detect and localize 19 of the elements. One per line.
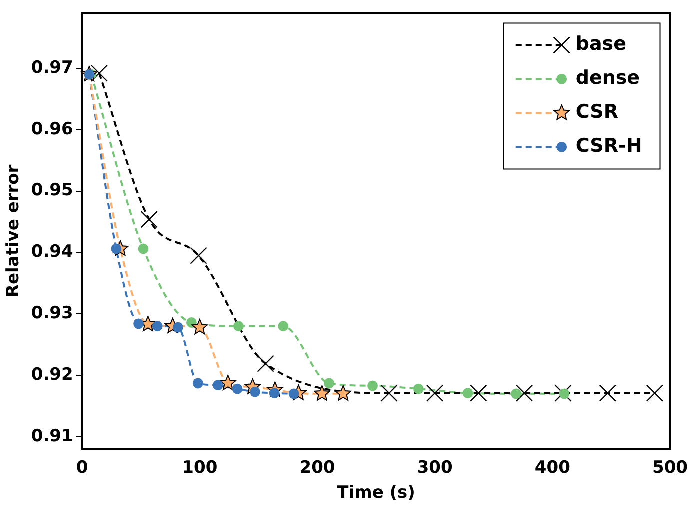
y-axis-title: Relative error (4, 164, 24, 298)
x-tick-label: 400 (534, 458, 571, 478)
x-axis-title: Time (s) (337, 483, 416, 504)
legend-label: dense (576, 67, 640, 90)
y-tick-label: 0.94 (31, 242, 74, 262)
legend-label: CSR-H (576, 135, 642, 158)
legend-label: base (576, 33, 626, 56)
legend-label: CSR (576, 101, 619, 124)
y-tick-label: 0.95 (31, 180, 74, 201)
x-tick-label: 500 (652, 458, 688, 478)
y-tick-label: 0.96 (31, 119, 74, 140)
x-tick-label: 200 (300, 458, 336, 478)
x-tick-label: 300 (417, 458, 453, 478)
y-tick-label: 0.97 (31, 58, 74, 78)
y-tick-label: 0.91 (31, 426, 74, 446)
y-tick-label: 0.92 (31, 364, 74, 385)
x-tick-label: 0 (76, 458, 88, 478)
y-tick-label: 0.93 (31, 304, 74, 324)
x-tick-label: 100 (182, 458, 218, 478)
